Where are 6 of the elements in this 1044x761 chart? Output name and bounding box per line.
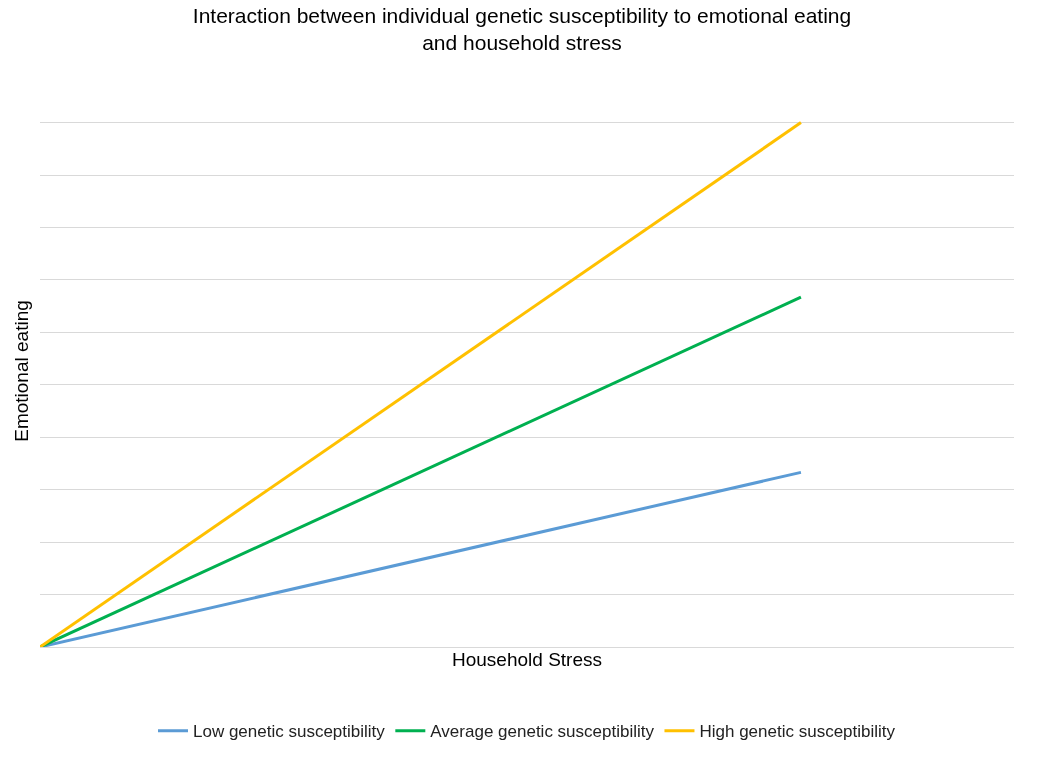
legend-label: High genetic susceptibility	[699, 722, 896, 742]
chart-title: Interaction between individual genetic susceptibility to emotional eating and household stress	[192, 3, 852, 55]
y-axis-title: Emotional eating	[10, 300, 32, 442]
legend-label: Low genetic susceptibility	[193, 722, 386, 742]
x-axis-title: Household Stress	[452, 648, 602, 670]
legend-label: Average genetic susceptibility	[430, 722, 655, 742]
